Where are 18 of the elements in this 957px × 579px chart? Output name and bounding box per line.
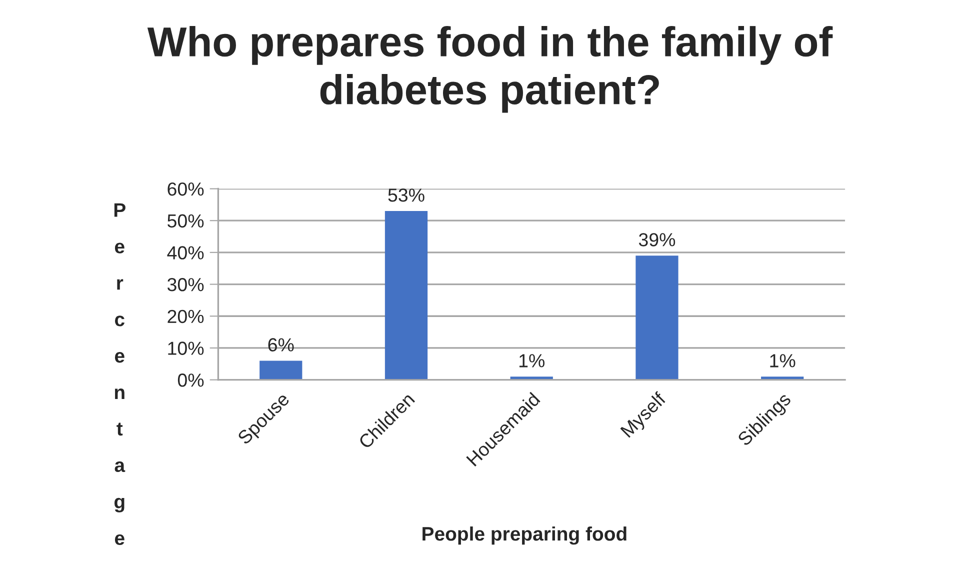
y-tick-label: 40% — [167, 246, 204, 260]
bar — [384, 211, 428, 380]
y-tick-label: 20% — [168, 310, 204, 324]
data-label: 1% — [770, 354, 796, 368]
x-axis-title: People preparing food — [422, 526, 626, 545]
data-label: 53% — [388, 188, 424, 202]
y-tick-label: 10% — [168, 342, 204, 355]
y-tick-label: 60% — [168, 182, 204, 196]
bar — [260, 360, 302, 380]
y-tick-label: 0% — [178, 374, 204, 387]
bar — [636, 256, 678, 380]
data-label: 1% — [519, 354, 544, 368]
data-label: 6% — [268, 338, 294, 352]
y-tick-label: 50% — [168, 214, 204, 228]
y-tick-label: 30% — [167, 278, 204, 292]
text: Percentage — [114, 203, 126, 546]
data-label: 39% — [638, 233, 676, 246]
chart-title: Who prepares food in the family of diabetes patient? — [147, 26, 833, 113]
